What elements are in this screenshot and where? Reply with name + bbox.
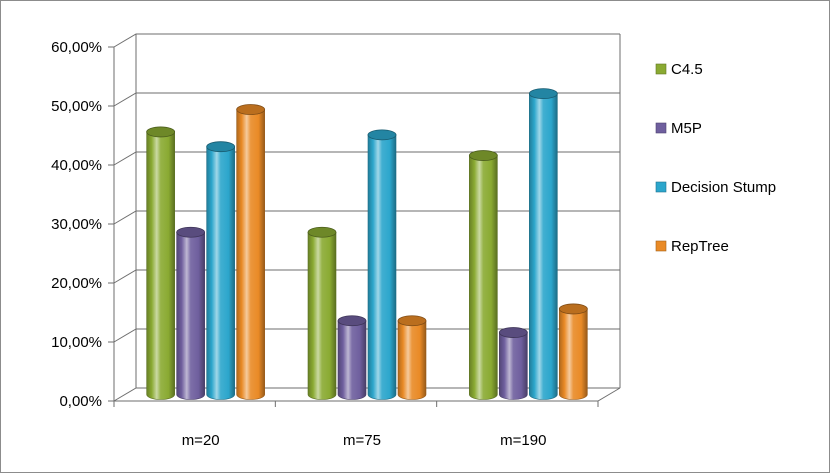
bar <box>307 226 337 400</box>
bar-body <box>146 131 175 400</box>
bar-body <box>206 146 235 400</box>
bar-top <box>367 129 397 141</box>
y-tick-label: 10,00% <box>51 334 102 351</box>
legend-item: C4.5 <box>655 61 703 78</box>
legend: C4.5 M5P Decision Stump RepTree <box>655 61 776 255</box>
legend-label: RepTree <box>671 238 729 255</box>
bar <box>367 129 397 400</box>
y-tick-label: 20,00% <box>51 275 102 292</box>
bar-body <box>397 320 427 400</box>
y-tick-label: 40,00% <box>51 157 102 174</box>
bar-body <box>367 134 397 400</box>
bar-body <box>469 155 498 400</box>
x-axis-ticks: m=20 m=75 m=190 <box>113 401 599 449</box>
bar-top <box>558 303 588 315</box>
bar-body <box>236 109 265 400</box>
legend-label: M5P <box>671 120 702 137</box>
bar-top <box>236 104 266 115</box>
x-tick-label: m=20 <box>182 432 220 449</box>
y-tick-label: 50,00% <box>51 98 102 115</box>
bar <box>498 327 528 400</box>
bar-top <box>337 315 367 327</box>
gridline <box>113 33 620 48</box>
legend-label: Decision Stump <box>671 179 776 196</box>
bar-top <box>397 315 427 327</box>
legend-item: RepTree <box>655 238 729 255</box>
bar <box>528 88 558 400</box>
bar <box>146 126 176 400</box>
bar-top <box>146 126 176 138</box>
bar-top <box>206 141 236 153</box>
y-tick-label: 60,00% <box>51 39 102 56</box>
legend-label: C4.5 <box>671 61 703 78</box>
bar-body <box>176 231 205 400</box>
bars <box>146 88 588 400</box>
bar-body <box>307 231 337 400</box>
y-tick-label: 0,00% <box>59 393 102 410</box>
bar <box>176 226 206 400</box>
legend-item: Decision Stump <box>655 179 776 196</box>
legend-swatch <box>655 122 667 134</box>
bar-top <box>468 150 498 161</box>
bar-top <box>176 226 206 238</box>
bar <box>468 150 498 400</box>
bar-body <box>499 332 528 400</box>
bar <box>558 303 588 400</box>
bar <box>397 315 427 400</box>
y-axis-ticks: 0,00% 10,00% 20,00% 30,00% 40,00% 50,00% 60,00… <box>51 39 114 410</box>
legend-swatch <box>655 63 667 75</box>
bar-top <box>528 88 558 99</box>
y-tick-label: 30,00% <box>51 216 102 233</box>
bar-top <box>498 327 528 338</box>
bar-body <box>337 320 367 400</box>
x-tick-label: m=190 <box>500 432 546 449</box>
bar-body <box>529 93 558 400</box>
bar <box>206 141 236 400</box>
legend-item: M5P <box>655 120 702 137</box>
legend-swatch <box>655 240 667 252</box>
bar-body <box>559 308 588 400</box>
bar-top <box>307 226 337 238</box>
bar <box>337 315 367 400</box>
x-tick-label: m=75 <box>343 432 381 449</box>
bar <box>236 104 266 400</box>
legend-swatch <box>655 181 667 193</box>
